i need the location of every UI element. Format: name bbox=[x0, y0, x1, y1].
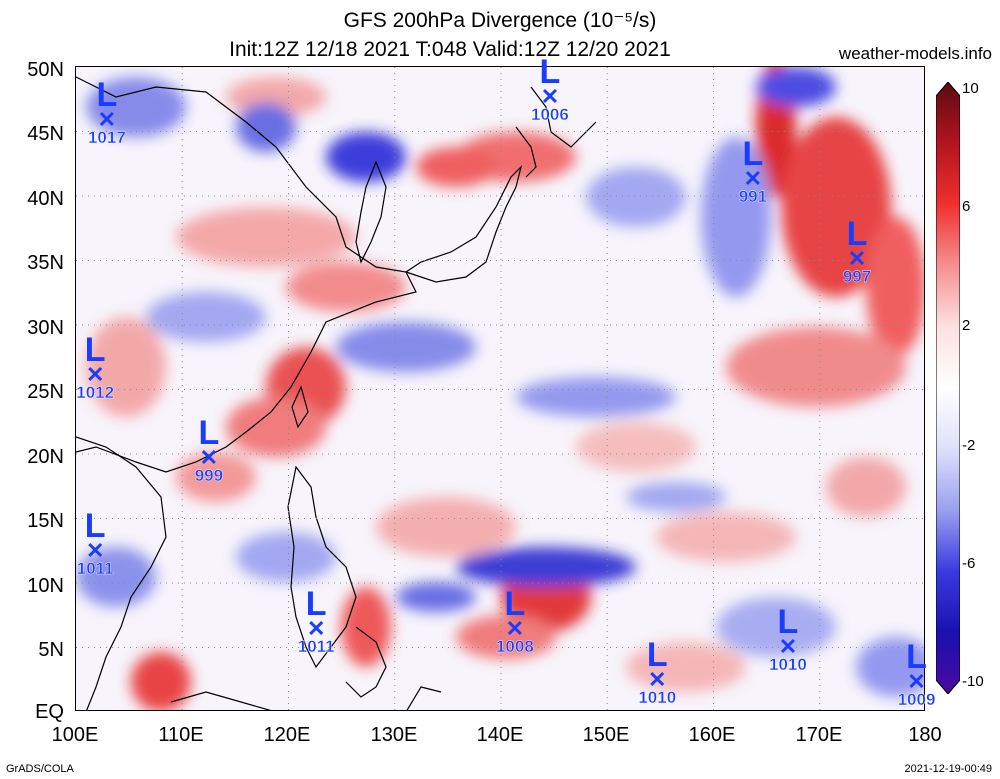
low-letter: L bbox=[906, 637, 927, 676]
low-marker: L ✕ 1011 bbox=[60, 507, 130, 579]
lon-tick-label: 170E bbox=[795, 724, 843, 746]
lat-tick-label: 45N bbox=[27, 123, 64, 145]
lon-tick-label: 180 bbox=[908, 724, 942, 746]
low-marker: L ✕ 1012 bbox=[60, 330, 130, 402]
chart-title: GFS 200hPa Divergence (10⁻⁵/s) bbox=[343, 9, 657, 32]
lon-tick-label: 120E bbox=[263, 724, 311, 746]
low-letter: L bbox=[84, 507, 106, 546]
low-pressure-value: 1011 bbox=[297, 636, 335, 656]
colorbar-label: -10 bbox=[962, 673, 984, 690]
low-marker: L ✕ 1011 bbox=[281, 584, 351, 656]
lat-tick-label: 25N bbox=[27, 381, 64, 403]
lat-tick-label: EQ bbox=[35, 701, 64, 723]
lon-tick-label: 160E bbox=[688, 724, 736, 746]
lat-tick-label: 35N bbox=[27, 252, 64, 274]
low-center-icon: ✕ bbox=[505, 615, 525, 641]
low-center-icon: ✕ bbox=[199, 445, 219, 471]
low-center-icon: ✕ bbox=[85, 361, 105, 387]
colorbar-label: 10 bbox=[962, 80, 979, 97]
low-center-icon: ✕ bbox=[648, 667, 667, 693]
low-marker: L ✕ 997 bbox=[822, 214, 892, 286]
low-pressure-value: 999 bbox=[194, 466, 224, 486]
low-letter: L bbox=[96, 76, 118, 115]
low-marker: L ✕ 1010 bbox=[753, 602, 823, 674]
low-letter: L bbox=[539, 53, 561, 92]
lon-tick-label: 140E bbox=[476, 724, 524, 746]
footer-software: GrADS/COLA bbox=[6, 763, 74, 775]
low-marker: L ✕ 1010 bbox=[622, 636, 692, 708]
lat-tick-label: 15N bbox=[27, 510, 64, 532]
colorbar-scale bbox=[936, 82, 960, 694]
low-center-icon: ✕ bbox=[540, 84, 560, 110]
colorbar bbox=[936, 82, 960, 694]
low-letter: L bbox=[84, 330, 106, 369]
lat-tick-label: 40N bbox=[27, 188, 64, 210]
low-center-icon: ✕ bbox=[306, 615, 326, 641]
low-marker: L ✕ 1017 bbox=[72, 76, 142, 148]
lon-tick-label: 130E bbox=[370, 724, 418, 746]
low-pressure-value: 991 bbox=[738, 186, 768, 206]
low-pressure-value: 1010 bbox=[769, 654, 807, 674]
low-marker: L ✕ 1008 bbox=[480, 584, 550, 656]
lat-tick-label: 10N bbox=[27, 575, 64, 597]
low-pressure-value: 1012 bbox=[76, 382, 115, 402]
lat-tick-label: 20N bbox=[27, 446, 64, 468]
colorbar-label: 2 bbox=[962, 317, 971, 334]
low-letter: L bbox=[742, 134, 764, 173]
low-pressure-value: 997 bbox=[842, 266, 872, 286]
chart-subtitle: Init:12Z 12/18 2021 T:048 Valid:12Z 12/2… bbox=[229, 38, 671, 61]
low-letter: L bbox=[846, 214, 868, 253]
low-marker: L ✕ 991 bbox=[718, 134, 788, 206]
lon-tick-label: 150E bbox=[582, 724, 630, 746]
low-pressure-value: 1011 bbox=[76, 559, 114, 579]
low-marker: L ✕ 999 bbox=[174, 414, 244, 486]
low-pressure-value: 1009 bbox=[897, 689, 936, 709]
lon-tick-label: 100E bbox=[51, 724, 99, 746]
lat-tick-label: 5N bbox=[38, 639, 64, 661]
low-pressure-value: 1006 bbox=[531, 105, 569, 125]
colorbar-label: -2 bbox=[962, 437, 976, 454]
low-pressure-value: 1010 bbox=[638, 688, 677, 708]
low-center-icon: ✕ bbox=[743, 165, 763, 191]
low-center-icon: ✕ bbox=[847, 245, 867, 271]
low-marker: L ✕ 1009 bbox=[882, 637, 952, 709]
colorbar-label: -6 bbox=[962, 555, 976, 572]
low-center-icon: ✕ bbox=[97, 107, 117, 133]
low-center-icon: ✕ bbox=[778, 633, 798, 659]
lat-tick-label: 30N bbox=[27, 317, 64, 339]
site-label: weather-models.info bbox=[838, 44, 992, 63]
low-pressure-value: 1017 bbox=[87, 128, 126, 148]
lon-tick-label: 110E bbox=[158, 724, 204, 746]
low-center-icon: ✕ bbox=[85, 538, 105, 564]
low-pressure-value: 1008 bbox=[495, 636, 534, 656]
low-marker: L ✕ 1006 bbox=[515, 53, 585, 125]
low-center-icon: ✕ bbox=[907, 668, 926, 694]
low-letter: L bbox=[305, 584, 327, 623]
lat-tick-label: 50N bbox=[27, 59, 64, 81]
low-letter: L bbox=[198, 414, 220, 453]
footer-timestamp: 2021-12-19-00:49 bbox=[904, 763, 992, 775]
colorbar-label: 6 bbox=[962, 198, 971, 215]
low-letter: L bbox=[504, 584, 526, 623]
divergence-map bbox=[75, 66, 925, 711]
low-letter: L bbox=[646, 636, 668, 675]
low-letter: L bbox=[777, 602, 799, 641]
